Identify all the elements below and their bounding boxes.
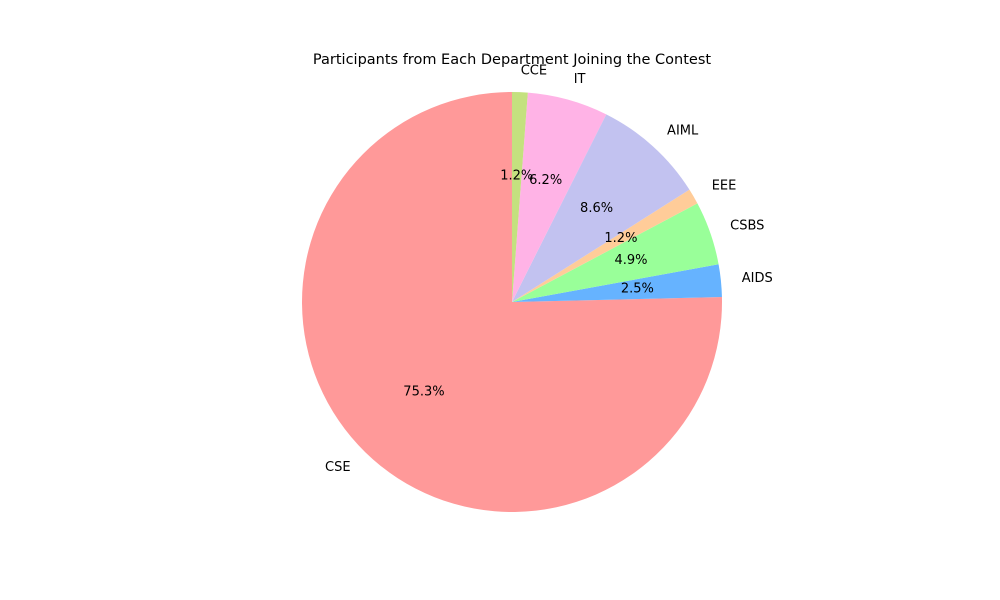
- slice-pct-label-cse: 75.3%: [403, 385, 444, 400]
- slice-label-aids: AIDS: [742, 271, 773, 286]
- chart-title: Participants from Each Department Joinin…: [313, 52, 711, 68]
- slice-pct-label-cce: 1.2%: [500, 169, 533, 184]
- pie-labels: CSE 75.3% AIDS 2.5% CSBS 4.9% EEE 1.2% AIML 8.6% I…: [325, 64, 773, 475]
- pie-slice-cse: [302, 92, 722, 513]
- pie-slice-aiml: [512, 114, 690, 302]
- slice-label-cce: CCE: [521, 64, 547, 79]
- slice-label-it: IT: [574, 72, 586, 87]
- pie-slice-it: [512, 92, 607, 302]
- pie-slice-aids: [512, 264, 722, 302]
- pie-slice-csbs: [512, 203, 719, 302]
- pie-slice-eee: [512, 189, 698, 302]
- slice-label-csbs: CSBS: [730, 219, 764, 234]
- slice-pct-label-aiml: 8.6%: [580, 201, 613, 216]
- slice-pct-label-eee: 1.2%: [604, 231, 637, 246]
- pie-slices: [302, 92, 722, 513]
- slice-pct-label-aids: 2.5%: [621, 282, 654, 297]
- slice-pct-label-csbs: 4.9%: [614, 253, 647, 268]
- slice-label-cse: CSE: [325, 460, 351, 475]
- slice-label-aiml: AIML: [667, 123, 699, 138]
- slice-label-eee: EEE: [712, 178, 737, 193]
- pie-slice-cce: [512, 92, 528, 302]
- slice-pct-label-it: 6.2%: [529, 173, 562, 188]
